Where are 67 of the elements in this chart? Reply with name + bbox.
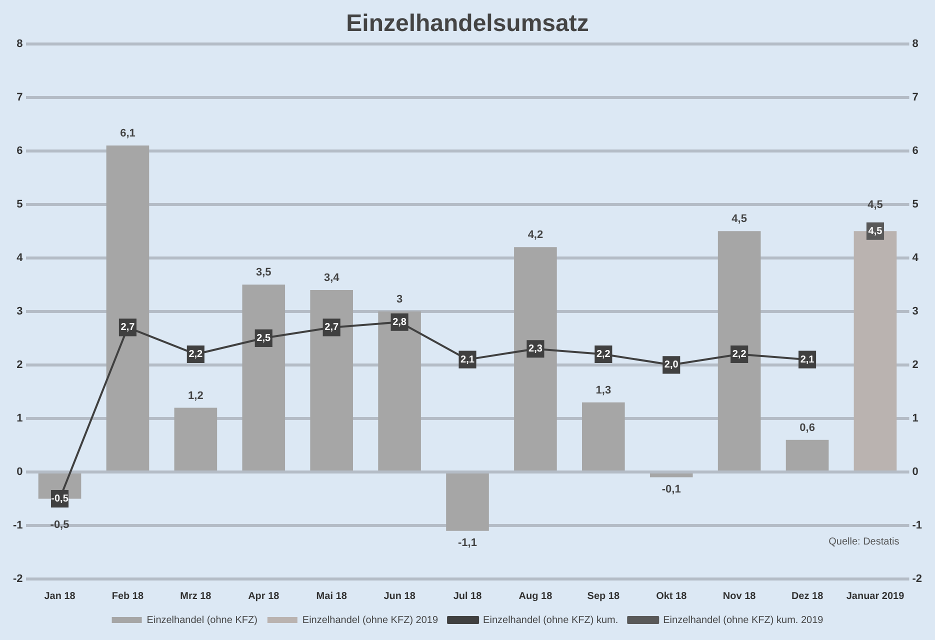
x-tick-label: Nov 18 (722, 590, 756, 602)
x-tick-label: Jun 18 (384, 590, 416, 602)
y-tick-label: 5 (16, 198, 23, 210)
data-label: 2,7 (120, 322, 136, 334)
y-tick-label: 6 (16, 144, 23, 157)
y2-tick-label: 6 (912, 144, 918, 157)
x-tick-label: Aug 18 (518, 590, 553, 602)
data-label: 2,2 (188, 348, 204, 360)
x-tick-label: Okt 18 (656, 590, 688, 602)
y2-tick-label: 1 (912, 412, 918, 424)
y-tick-label: 1 (16, 412, 23, 424)
y-tick-label: 4 (16, 252, 24, 264)
y2-tick-label: 2 (912, 358, 918, 371)
x-tick-label: Januar 2019 (846, 590, 905, 602)
y-tick-label: 8 (16, 38, 23, 50)
y-tick-label: 0 (16, 466, 23, 478)
data-label: -0,5 (51, 493, 69, 504)
legend-label: Einzelhandel (ohne KFZ) kum. (483, 614, 618, 626)
data-label: 0,6 (800, 422, 815, 434)
data-label: 4,5 (868, 199, 883, 212)
y-tick-label: 2 (16, 358, 23, 371)
x-tick-label: Jan 18 (44, 590, 76, 602)
y-tick-label: -2 (13, 573, 23, 586)
data-label: 2,7 (324, 322, 339, 334)
x-tick-label: Mai 18 (316, 590, 348, 602)
y2-tick-label: 7 (912, 91, 918, 104)
data-label: 2,2 (732, 348, 747, 360)
data-label: 1,2 (188, 390, 204, 402)
y-tick-label: 3 (16, 305, 23, 318)
data-label: 4,5 (732, 213, 747, 226)
x-tick-label: Feb 18 (112, 590, 144, 602)
legend-label: Einzelhandel (ohne KFZ) 2019 (302, 614, 438, 626)
data-label: 2,1 (800, 354, 815, 366)
y2-tick-label: -1 (912, 520, 922, 532)
x-tick-label: Dez 18 (791, 590, 824, 602)
y2-tick-label: 0 (912, 466, 918, 478)
chart-title: Einzelhandelsumsatz (346, 10, 589, 38)
data-label: 2,2 (596, 348, 611, 360)
x-tick-label: Mrz 18 (180, 590, 212, 602)
x-tick-label: Apr 18 (248, 590, 280, 602)
y2-tick-label: 5 (912, 198, 918, 210)
y-tick-label: 7 (16, 91, 23, 104)
data-label: 4,2 (528, 229, 544, 242)
legend-label: Einzelhandel (ohne KFZ) kum. 2019 (663, 614, 824, 626)
data-label: 2,3 (528, 344, 543, 355)
annotation: Quelle: Destatis (828, 536, 900, 548)
data-label: 3,4 (324, 272, 340, 284)
data-label: 2,1 (460, 354, 475, 366)
y2-tick-label: 4 (912, 252, 920, 264)
y2-tick-label: 3 (912, 305, 918, 318)
data-label: -0,1 (662, 483, 681, 496)
data-label: 2,8 (392, 316, 407, 328)
data-label: -1,1 (458, 536, 477, 549)
data-label: 3 (396, 293, 403, 306)
y-tick-label: -1 (13, 520, 23, 532)
data-label: 4,5 (868, 226, 883, 237)
data-label: 2,0 (664, 360, 679, 371)
legend-label: Einzelhandel (ohne KFZ) (146, 614, 258, 626)
data-label: 2,5 (256, 332, 272, 344)
data-label: -0,5 (50, 518, 70, 531)
x-tick-label: Sep 18 (587, 590, 620, 602)
x-tick-label: Jul 18 (453, 590, 482, 602)
y2-tick-label: 8 (912, 38, 918, 50)
y2-tick-label: -2 (912, 573, 922, 586)
data-label: 6,1 (120, 128, 136, 140)
data-label: 1,3 (596, 384, 612, 396)
data-label: 3,5 (256, 266, 272, 279)
